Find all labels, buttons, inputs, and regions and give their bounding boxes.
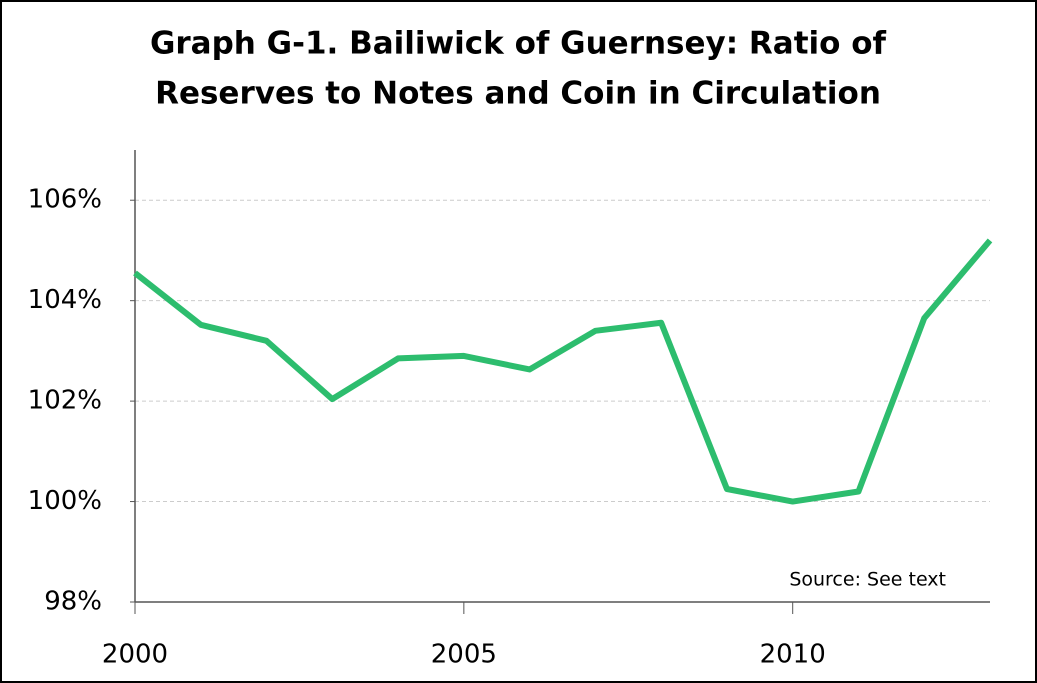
y-tick-label: 104% [28, 285, 102, 315]
data-line [133, 238, 993, 505]
x-tick-label: 2005 [431, 640, 497, 670]
y-tick-label: 102% [28, 386, 102, 416]
y-tick-label: 100% [28, 486, 102, 516]
x-tick-label: 2000 [102, 640, 168, 670]
annotation: Source: See text [789, 569, 946, 591]
y-tick-label: 98% [44, 587, 102, 617]
chart-title: Reserves to Notes and Coin in Circulatio… [155, 76, 881, 112]
x-tick-label: 2010 [760, 640, 826, 670]
chart-title: Graph G-1. Bailiwick of Guernsey: Ratio … [150, 26, 887, 62]
y-tick-label: 106% [28, 185, 102, 215]
